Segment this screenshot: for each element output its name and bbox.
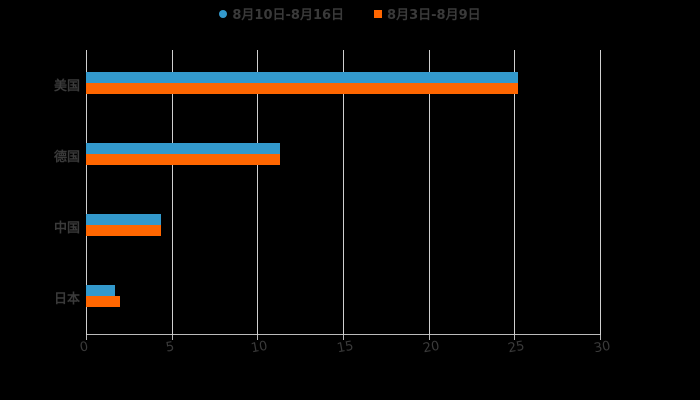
x-tick-label: 10 [250,338,270,357]
x-tick-label: 15 [335,338,355,357]
x-tick [86,335,87,340]
gridline [343,50,344,335]
bar[interactable] [86,214,162,226]
plot-area: 0 5 10 15 20 25 30 [79,50,612,356]
legend-item-series2[interactable]: 8月3日-8月9日 [374,4,481,23]
bar[interactable] [86,225,162,237]
bar[interactable] [86,142,280,154]
category-label: 美国 [53,78,80,94]
bar[interactable] [86,296,121,308]
legend: 8月10日-8月16日 8月3日-8月9日 [0,4,700,23]
gridline [428,50,430,335]
x-tick-label: 25 [507,338,527,357]
category-label: 中国 [53,221,80,237]
gridline [86,50,87,335]
x-tick-label: 30 [592,338,612,357]
bar[interactable] [86,71,518,83]
x-tick [171,335,173,340]
x-tick-label: 20 [421,338,441,357]
gridline [257,50,259,335]
category-label: 日本 [53,292,80,308]
legend-square-icon [374,9,383,18]
legend-label: 8月10日-8月16日 [232,8,345,23]
x-tick-label: 5 [164,339,176,356]
bar[interactable] [86,82,518,94]
bar[interactable] [86,285,116,297]
legend-label: 8月3日-8月9日 [387,8,481,23]
legend-circle-icon [219,9,228,18]
x-tick-label: 0 [78,339,90,356]
x-tick [343,335,344,340]
legend-item-series1[interactable]: 8月10日-8月16日 [219,4,344,23]
x-tick [428,335,430,340]
gridline [514,50,516,335]
x-tick [257,335,259,340]
gridline [171,50,173,335]
gridline [600,50,601,335]
x-tick [514,335,516,340]
bar[interactable] [86,153,280,165]
x-tick [600,335,601,340]
category-label: 德国 [53,149,80,165]
